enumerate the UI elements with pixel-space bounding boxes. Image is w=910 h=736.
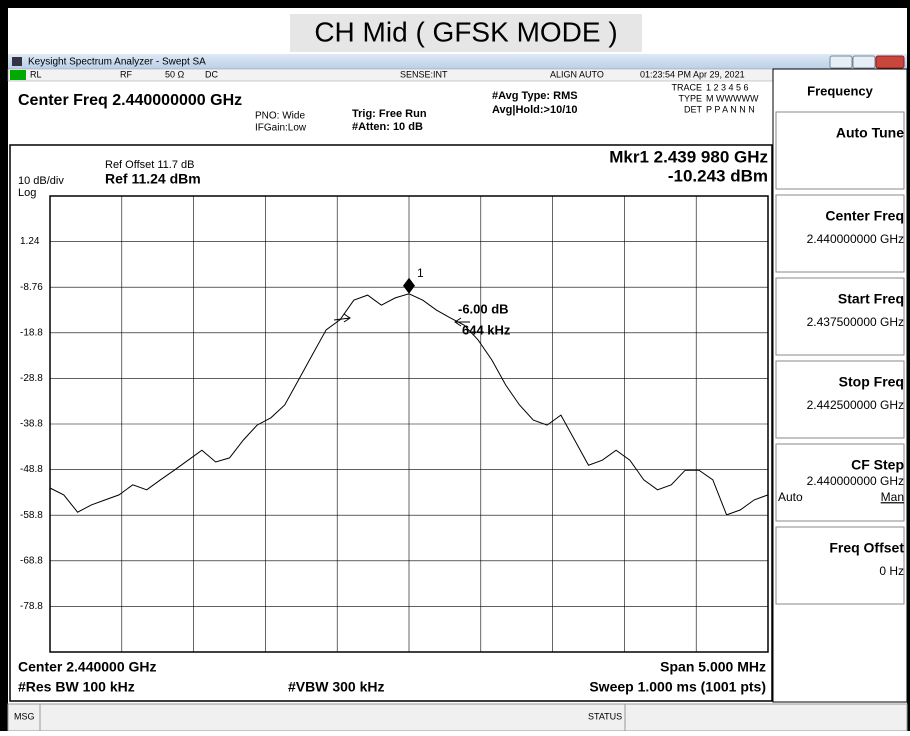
impedance: 50 Ω bbox=[165, 69, 185, 79]
msg: MSG bbox=[14, 711, 35, 721]
ndb-left-arrow bbox=[333, 313, 351, 323]
trace-label: TRACE bbox=[671, 82, 702, 92]
time: 01:23:54 PM Apr 29, 2021 bbox=[640, 69, 745, 79]
type-label: TYPE bbox=[678, 93, 702, 103]
softkey[interactable] bbox=[775, 111, 905, 190]
softkey-value: 2.442500000 GHz bbox=[807, 398, 904, 412]
y-tick-label: -48.8 bbox=[20, 464, 43, 475]
y-tick-label: -78.8 bbox=[20, 601, 43, 612]
det-row: P P A N N N bbox=[706, 104, 755, 114]
rbw: #Res BW 100 kHz bbox=[18, 679, 135, 695]
app-icon bbox=[12, 57, 22, 66]
log: Log bbox=[18, 187, 36, 199]
scale: 10 dB/div bbox=[18, 175, 64, 187]
message-bar bbox=[7, 703, 908, 732]
softkey-auto: Auto bbox=[778, 490, 803, 504]
softkey-label: Freq Offset bbox=[829, 540, 904, 556]
softkey[interactable] bbox=[775, 360, 905, 439]
softkey-value: 0 Hz bbox=[879, 564, 904, 578]
span: Span 5.000 MHz bbox=[660, 659, 766, 675]
window-title: Keysight Spectrum Analyzer - Swept SA bbox=[28, 57, 206, 68]
marker bbox=[403, 277, 415, 294]
trig: Trig: Free Run bbox=[352, 108, 427, 120]
softkey-value: 2.437500000 GHz bbox=[807, 315, 904, 329]
marker-label: 1 bbox=[417, 266, 424, 280]
title-box bbox=[290, 14, 642, 52]
lxi-indicator bbox=[10, 70, 26, 80]
y-tick-label: -18.8 bbox=[20, 327, 43, 338]
sweep: Sweep 1.000 ms (1001 pts) bbox=[589, 679, 766, 695]
trace bbox=[49, 293, 769, 516]
softkey-menu: Frequency bbox=[807, 83, 874, 98]
y-tick-label: -28.8 bbox=[20, 373, 43, 384]
softkey-label: CF Step bbox=[851, 457, 904, 473]
y-tick-label: 1.24 bbox=[20, 236, 40, 247]
plot-panel bbox=[9, 144, 773, 702]
type-row: M WWWWW bbox=[706, 93, 759, 103]
center-freq: Center Freq 2.440000000 GHz bbox=[18, 92, 242, 109]
sense: SENSE:INT bbox=[400, 69, 448, 79]
marker-freq: Mkr1 2.439 980 GHz bbox=[609, 147, 768, 166]
softkey[interactable] bbox=[775, 194, 905, 273]
softkey-label: Start Freq bbox=[838, 291, 904, 307]
y-tick-label: -38.8 bbox=[20, 419, 43, 430]
softkey[interactable] bbox=[775, 526, 905, 605]
softkey[interactable] bbox=[775, 443, 905, 522]
trace-row: 1 2 3 4 5 6 bbox=[706, 82, 749, 92]
ndb-bandwidth: 644 kHz bbox=[462, 322, 511, 337]
status: STATUS bbox=[588, 711, 622, 721]
y-tick-label: -68.8 bbox=[20, 555, 43, 566]
vbw: #VBW 300 kHz bbox=[288, 679, 384, 695]
page-title: CH Mid ( GFSK MODE ) bbox=[314, 16, 617, 47]
center: Center 2.440000 GHz bbox=[18, 659, 157, 675]
minimize-button[interactable] bbox=[829, 55, 853, 69]
ifgain: IFGain:Low bbox=[255, 123, 307, 134]
avg-hold: Avg|Hold:>10/10 bbox=[492, 104, 578, 116]
softkey-man: Man bbox=[881, 490, 904, 504]
window-titlebar bbox=[8, 54, 907, 69]
coupling: DC bbox=[205, 69, 218, 79]
maximize-button[interactable] bbox=[852, 55, 876, 69]
ref-level: Ref 11.24 dBm bbox=[105, 171, 201, 187]
y-tick-label: -8.76 bbox=[20, 282, 43, 293]
rl: RL bbox=[30, 69, 42, 79]
rf: RF bbox=[120, 69, 132, 79]
pno: PNO: Wide bbox=[255, 111, 305, 122]
ref-offset: Ref Offset 11.7 dB bbox=[105, 159, 194, 171]
softkey[interactable] bbox=[775, 277, 905, 356]
softkey-value: 2.440000000 GHz bbox=[807, 474, 904, 488]
softkey-value: 2.440000000 GHz bbox=[807, 232, 904, 246]
ndb-value: -6.00 dB bbox=[458, 301, 509, 316]
atten: #Atten: 10 dB bbox=[352, 121, 423, 133]
align: ALIGN AUTO bbox=[550, 69, 604, 79]
softkey-label: Stop Freq bbox=[839, 374, 904, 390]
close-button[interactable] bbox=[875, 55, 905, 69]
det-label: DET bbox=[684, 104, 703, 114]
softkey-label: Center Freq bbox=[825, 208, 904, 224]
marker-level: -10.243 dBm bbox=[668, 166, 768, 185]
y-tick-label: -58.8 bbox=[20, 510, 43, 521]
avg-type: #Avg Type: RMS bbox=[492, 90, 578, 102]
softkey-label: Auto Tune bbox=[836, 125, 904, 141]
